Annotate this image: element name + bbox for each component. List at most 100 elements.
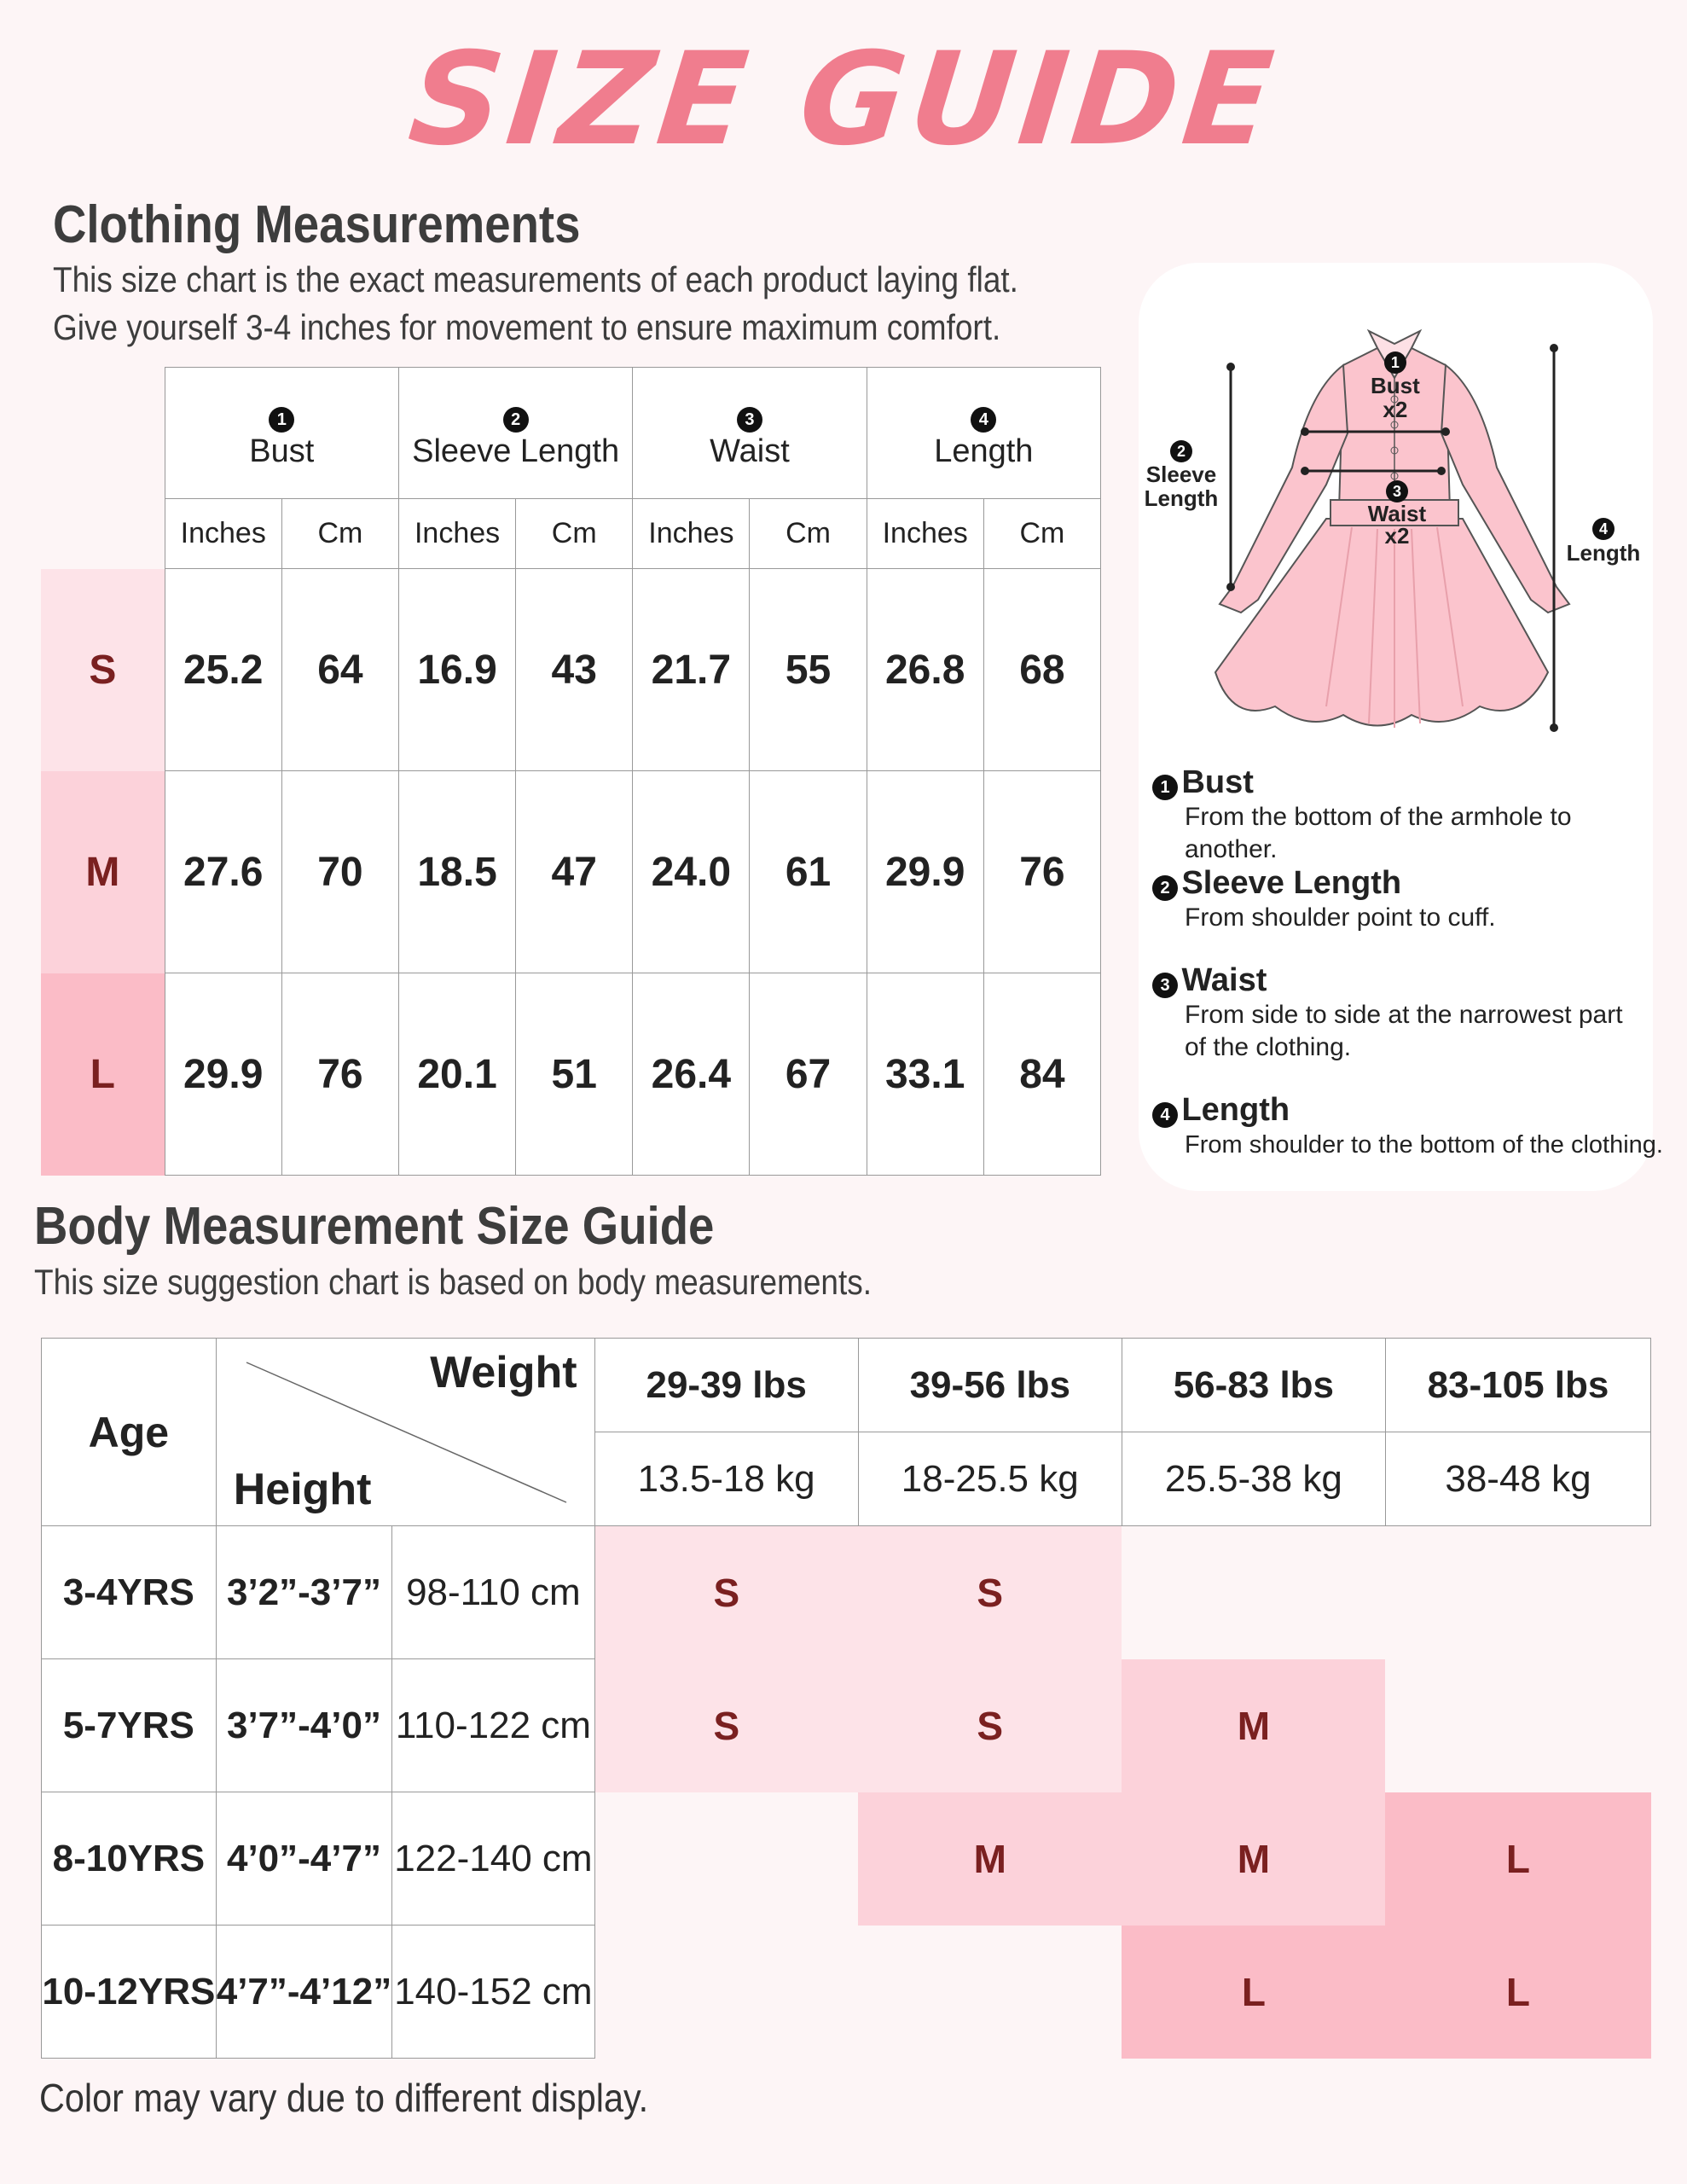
definition-title: Length [1181,1092,1290,1128]
height-ft-cell: 4’7”-4’12” [215,1925,393,2059]
age-cell: 8-10YRS [41,1792,217,1926]
size-cell: L [1385,1925,1651,2059]
col-waist: 3 Waist [632,367,867,499]
definition-title: Waist [1181,962,1267,998]
unit-cm: Cm [749,498,867,569]
sleeve-length-text: Length [1144,485,1219,511]
diagram-length-label: 4 Length [1557,514,1650,566]
value-cell: 55 [749,568,867,771]
bust-text: Bust [1371,373,1420,398]
size-cell: S [594,1658,859,1792]
definition-bust: 1 Bust From the bottom of the armhole to… [1152,764,1647,866]
definition-waist: 3 Waist From side to side at the narrowe… [1152,962,1647,1064]
number-1-icon: 1 [1383,351,1406,374]
table-row: M 27.6 70 18.5 47 24.0 61 29.9 76 [41,770,1102,973]
number-1-icon: 1 [1152,775,1178,800]
weight-kg: 13.5-18 kg [594,1432,859,1526]
value-cell: 76 [983,770,1102,973]
weight-lbs: 56-83 lbs [1121,1338,1386,1432]
body-subtitle: This size suggestion chart is based on b… [34,1262,872,1302]
age-cell: 5-7YRS [41,1658,217,1792]
value-cell: 29.9 [866,770,984,973]
weight-kg: 38-48 kg [1384,1432,1652,1526]
number-4-icon: 4 [1152,1102,1178,1128]
value-cell: 51 [515,973,634,1176]
number-3-icon: 3 [1386,480,1408,502]
size-cell: M [1122,1658,1386,1792]
value-cell: 33.1 [866,973,984,1176]
age-cell: 3-4YRS [41,1525,217,1659]
value-cell: 76 [281,973,399,1176]
size-cell [858,1925,1122,2059]
value-cell: 25.2 [164,568,282,771]
weight-lbs: 29-39 lbs [594,1338,859,1432]
value-cell: 26.4 [632,973,751,1176]
diagram-sleeve-label: 2 Sleeve Length [1139,437,1224,510]
value-cell: 61 [749,770,867,973]
value-cell: 64 [281,568,399,771]
number-1-icon: 1 [269,406,295,433]
dress-illustration [1214,328,1571,732]
value-cell: 21.7 [632,568,751,771]
value-cell: 29.9 [164,973,282,1176]
size-cell [1385,1658,1651,1792]
measurement-panel: 1 Bust x2 2 Sleeve Length 3 Waist x2 4 Leng… [1139,263,1663,1191]
col-bust-label: Bust [249,433,315,469]
col-sleeve-label: Sleeve Length [412,433,620,469]
height-cm-cell: 98-110 cm [391,1525,595,1659]
col-bust: 1 Bust [164,367,399,499]
definition-title: Sleeve Length [1181,865,1402,901]
height-label: Height [233,1465,372,1514]
value-cell: 67 [749,973,867,1176]
age-cell: 10-12YRS [41,1925,217,2059]
value-cell: 26.8 [866,568,984,771]
weight-label: Weight [430,1348,577,1397]
definition-desc: From side to side at the narrowest part … [1185,1001,1623,1061]
unit-inches: Inches [632,498,751,569]
height-ft-cell: 4’0”-4’7” [215,1792,393,1926]
size-cell [1385,1525,1651,1659]
definition-desc: From the bottom of the armhole to anothe… [1185,803,1572,863]
diagram-waist-label: 3 Waist x2 [1333,478,1461,547]
number-2-icon: 2 [1152,875,1178,901]
size-cell: M [858,1792,1122,1926]
number-4-icon: 4 [1592,518,1615,540]
weight-kg: 18-25.5 kg [857,1432,1122,1526]
table-row: 10-12YRS 4’7”-4’12” 140-152 cm L L [41,1925,1651,2059]
size-label: S [41,568,165,771]
col-length: 4 Length [866,367,1102,499]
size-cell [594,1792,859,1926]
body-size-table: Age Weight Height 29-39 lbs 39-56 lbs 56… [41,1338,1652,2059]
height-ft-cell: 3’2”-3’7” [215,1525,393,1659]
col-length-label: Length [934,433,1034,469]
unit-cm: Cm [515,498,634,569]
number-2-icon: 2 [1170,440,1192,462]
age-header: Age [41,1338,217,1526]
value-cell: 68 [983,568,1102,771]
height-ft-cell: 3’7”-4’0” [215,1658,393,1792]
size-cell [594,1925,859,2059]
value-cell: 70 [281,770,399,973]
definition-sleeve: 2 Sleeve Length From shoulder point to c… [1152,865,1647,934]
value-cell: 84 [983,973,1102,1176]
unit-inches: Inches [397,498,517,569]
body-heading: Body Measurement Size Guide [34,1197,715,1256]
size-cell: S [594,1525,859,1659]
value-cell: 18.5 [397,770,517,973]
sleeve-text: Sleeve [1145,462,1217,487]
value-cell: 16.9 [397,568,517,771]
unit-cm: Cm [281,498,399,569]
table-row: L 29.9 76 20.1 51 26.4 67 33.1 84 [41,973,1102,1176]
weight-height-header: Weight Height [215,1338,595,1526]
size-cell: L [1122,1925,1386,2059]
weight-kg: 25.5-38 kg [1121,1432,1386,1526]
col-sleeve: 2 Sleeve Length [397,367,634,499]
definition-title: Bust [1181,764,1254,800]
page-title: SIZE GUIDE [403,26,1284,174]
clothing-table: 1 Bust 2 Sleeve Length 3 Waist 4 Length Inch… [41,367,1102,1176]
length-text: Length [1566,540,1641,566]
diagonal-divider [246,1362,567,1503]
value-cell: 43 [515,568,634,771]
waist-text: Waist [1367,501,1427,526]
size-label: M [41,770,165,973]
